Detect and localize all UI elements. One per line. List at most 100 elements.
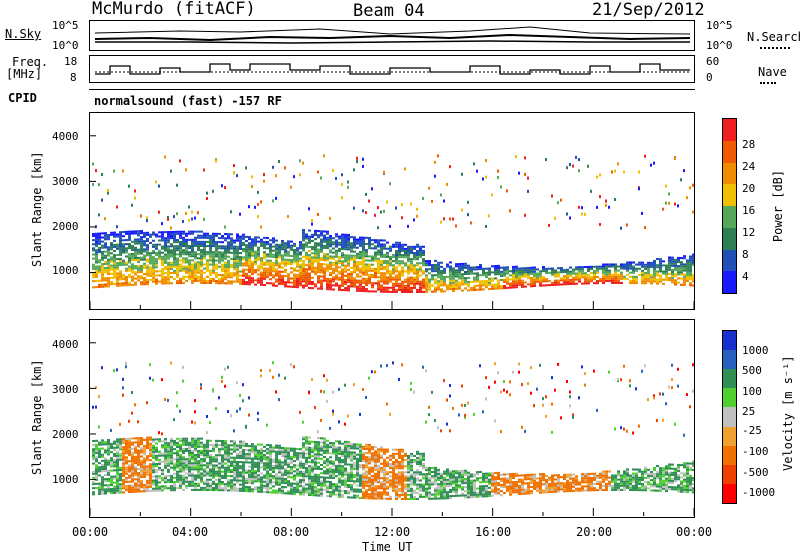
heatmap-cell [332, 247, 335, 250]
heatmap-cell [185, 245, 188, 248]
heatmap-cell [167, 269, 170, 273]
heatmap-cell [596, 265, 599, 268]
heatmap-cell [170, 282, 173, 285]
heatmap-cell [182, 478, 185, 481]
heatmap-cell [539, 276, 542, 279]
heatmap-cell [305, 460, 308, 463]
heatmap-cell [326, 253, 329, 256]
heatmap-cell [224, 468, 227, 471]
heatmap-cell [347, 277, 350, 280]
heatmap-cell [299, 159, 301, 163]
heatmap-cell [347, 262, 350, 265]
heatmap-cell [113, 243, 116, 246]
heatmap-cell [164, 460, 167, 463]
heatmap-cell [122, 458, 125, 461]
heatmap-cell [386, 255, 389, 258]
heatmap-cell [443, 271, 446, 274]
heatmap-cell [317, 281, 320, 284]
heatmap-cell [425, 270, 428, 273]
heatmap-cell [644, 278, 647, 281]
heatmap-cell [476, 169, 478, 173]
heatmap-cell [317, 445, 320, 448]
heatmap-cell [131, 474, 134, 477]
heatmap-cell [602, 281, 605, 285]
heatmap-cell [254, 474, 257, 477]
heatmap-cell [257, 461, 260, 465]
heatmap-cell [485, 279, 488, 283]
heatmap-cell [179, 470, 182, 473]
heatmap-cell [419, 284, 422, 287]
heatmap-cell [206, 447, 209, 450]
heatmap-cell [137, 453, 140, 456]
heatmap-cell [107, 248, 110, 251]
heatmap-cell [257, 259, 260, 262]
heatmap-cell [353, 246, 356, 249]
heatmap-cell [209, 255, 212, 258]
heatmap-cell [449, 265, 452, 268]
heatmap-cell [458, 283, 461, 286]
heatmap-cell [239, 465, 242, 468]
heatmap-cell [185, 279, 188, 282]
heatmap-cell [119, 257, 122, 260]
heatmap-cell [224, 225, 226, 229]
heatmap-cell [128, 443, 131, 446]
heatmap-cell [350, 248, 353, 251]
heatmap-cell [299, 253, 302, 256]
heatmap-cell [692, 255, 694, 258]
heatmap-cell [680, 178, 682, 182]
heatmap-cell [467, 268, 470, 271]
heatmap-cell [272, 261, 275, 265]
heatmap-cell [128, 269, 131, 272]
heatmap-cell [110, 248, 113, 251]
heatmap-cell [185, 259, 188, 262]
heatmap-cell [326, 464, 329, 467]
heatmap-cell [173, 232, 176, 235]
heatmap-cell [251, 252, 254, 255]
heatmap-cell [185, 269, 188, 272]
heatmap-cell [452, 271, 455, 274]
heatmap-cell [263, 247, 266, 250]
heatmap-cell [425, 264, 428, 267]
heatmap-cell [365, 236, 368, 239]
heatmap-cell [95, 169, 97, 173]
heatmap-cell [371, 257, 374, 260]
heatmap-cell [170, 448, 173, 451]
heatmap-cell [233, 171, 235, 175]
heatmap-cell [257, 488, 260, 491]
heatmap-cell [236, 264, 239, 267]
heatmap-cell [470, 221, 472, 225]
heatmap-cell [161, 444, 164, 447]
heatmap-cell [176, 212, 178, 216]
heatmap-cell [350, 486, 353, 489]
heatmap-cell [341, 241, 344, 244]
heatmap-cell [458, 275, 461, 278]
heatmap-cell [173, 241, 176, 244]
heatmap-cell [185, 242, 188, 246]
heatmap-cell [269, 487, 272, 490]
heatmap-cell [302, 487, 305, 490]
heatmap-cell [296, 474, 299, 477]
heatmap-cell [173, 259, 176, 262]
heatmap-cell [572, 276, 575, 279]
heatmap-cell [179, 450, 182, 453]
heatmap-cell [590, 271, 593, 275]
heatmap-cell [629, 275, 632, 278]
heatmap-cell [620, 275, 623, 278]
heatmap-cell [125, 255, 128, 258]
heatmap-cell [401, 260, 404, 263]
heatmap-cell [251, 271, 254, 274]
heatmap-cell [197, 484, 200, 487]
heatmap-cell [365, 279, 368, 282]
heatmap-cell [221, 483, 224, 486]
heatmap-cell [194, 216, 196, 220]
heatmap-cell [317, 170, 319, 174]
heatmap-cell [596, 275, 599, 278]
heatmap-cell [146, 270, 149, 273]
heatmap-cell [674, 157, 676, 161]
heatmap-cell [242, 473, 245, 476]
heatmap-cell [212, 472, 215, 475]
heatmap-cell [212, 482, 215, 485]
heatmap-cell [179, 240, 182, 244]
heatmap-cell [206, 464, 209, 467]
heatmap-cell [224, 444, 227, 447]
